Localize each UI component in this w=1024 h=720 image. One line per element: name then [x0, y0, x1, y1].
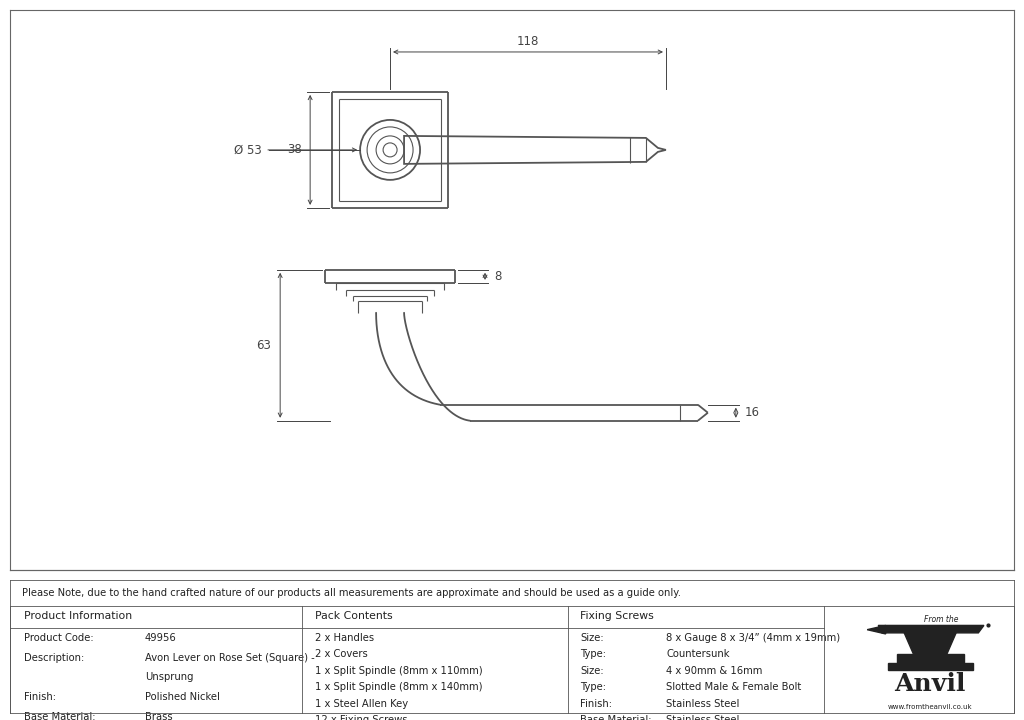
Text: 16: 16 [744, 406, 760, 419]
Text: 2 x Covers: 2 x Covers [314, 649, 368, 660]
Text: Brass: Brass [144, 712, 172, 720]
Text: Countersunk: Countersunk [666, 649, 729, 660]
Text: 4 x 90mm & 16mm: 4 x 90mm & 16mm [666, 666, 763, 676]
Text: www.fromtheanvil.co.uk: www.fromtheanvil.co.uk [888, 704, 973, 710]
Text: Base Material:: Base Material: [24, 712, 95, 720]
Text: Product Code:: Product Code: [24, 633, 93, 643]
Text: Fixing Screws: Fixing Screws [581, 611, 654, 621]
Text: Please Note, due to the hand crafted nature of our products all measurements are: Please Note, due to the hand crafted nat… [23, 588, 681, 598]
Text: Finish:: Finish: [581, 699, 612, 709]
Text: Product Information: Product Information [24, 611, 132, 621]
Text: Anvil: Anvil [895, 672, 966, 696]
Text: Slotted Male & Female Bolt: Slotted Male & Female Bolt [666, 683, 802, 693]
Text: Avon Lever on Rose Set (Square) -: Avon Lever on Rose Set (Square) - [144, 652, 314, 662]
Text: Stainless Steel: Stainless Steel [666, 716, 739, 720]
Polygon shape [879, 626, 984, 633]
Text: 8: 8 [494, 270, 502, 283]
Text: Finish:: Finish: [24, 692, 55, 702]
Text: 8 x Gauge 8 x 3/4” (4mm x 19mm): 8 x Gauge 8 x 3/4” (4mm x 19mm) [666, 633, 841, 643]
Text: Size:: Size: [581, 666, 604, 676]
Text: 38: 38 [288, 143, 302, 156]
Text: Polished Nickel: Polished Nickel [144, 692, 219, 702]
Text: 1 x Split Spindle (8mm x 140mm): 1 x Split Spindle (8mm x 140mm) [314, 683, 482, 693]
Text: Pack Contents: Pack Contents [314, 611, 392, 621]
Text: Size:: Size: [581, 633, 604, 643]
Text: From the: From the [924, 615, 958, 624]
Polygon shape [904, 633, 956, 654]
Polygon shape [867, 626, 886, 634]
Text: 12 x Fixing Screws: 12 x Fixing Screws [314, 716, 408, 720]
Text: 118: 118 [517, 35, 540, 48]
Text: Base Material:: Base Material: [581, 716, 652, 720]
Text: Description:: Description: [24, 652, 84, 662]
Text: 1 x Split Spindle (8mm x 110mm): 1 x Split Spindle (8mm x 110mm) [314, 666, 482, 676]
Text: 63: 63 [256, 339, 271, 352]
Text: Stainless Steel: Stainless Steel [666, 699, 739, 709]
Text: Unsprung: Unsprung [144, 672, 194, 683]
Text: Type:: Type: [581, 649, 606, 660]
Polygon shape [888, 662, 973, 670]
Text: 2 x Handles: 2 x Handles [314, 633, 374, 643]
Text: Ø 53: Ø 53 [234, 143, 262, 156]
Text: 49956: 49956 [144, 633, 176, 643]
Polygon shape [897, 654, 964, 662]
Text: Type:: Type: [581, 683, 606, 693]
Text: 1 x Steel Allen Key: 1 x Steel Allen Key [314, 699, 408, 709]
